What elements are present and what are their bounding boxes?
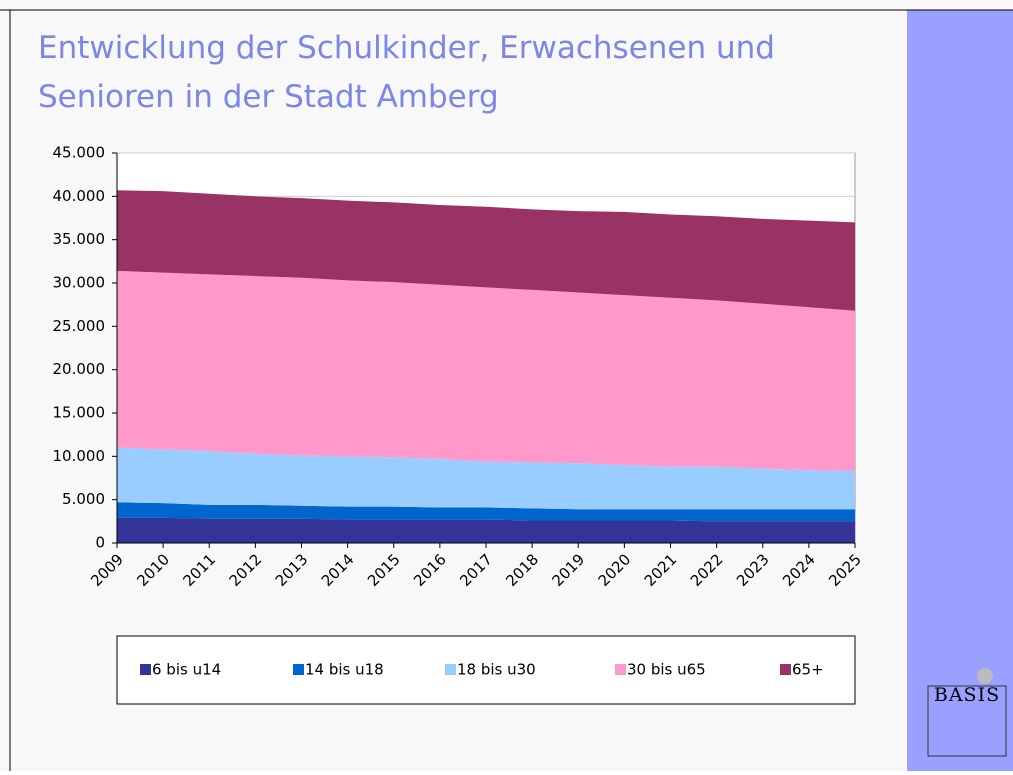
- chart-title: Senioren in der Stadt Amberg: [38, 79, 499, 115]
- y-tick-label: 25.000: [53, 317, 106, 335]
- legend-label: 6 bis u14: [152, 661, 221, 679]
- legend-label: 30 bis u65: [627, 661, 706, 679]
- area: [117, 190, 855, 311]
- legend-swatch: [615, 664, 626, 675]
- logo: BASIS: [934, 684, 1000, 706]
- logo-box: [927, 685, 1007, 757]
- legend-swatch: [140, 664, 151, 675]
- legend-label: 65+: [792, 661, 824, 679]
- side-panel: [907, 10, 1013, 771]
- y-tick-label: 45.000: [53, 144, 106, 162]
- legend-swatch: [445, 664, 456, 675]
- area: [117, 502, 855, 522]
- logo-dot: [977, 668, 993, 684]
- legend-swatch: [293, 664, 304, 675]
- area: [117, 517, 855, 543]
- area: [117, 270, 855, 472]
- y-tick-label: 10.000: [53, 447, 106, 465]
- chart-title: Entwicklung der Schulkinder, Erwachsenen…: [38, 30, 775, 66]
- y-tick-label: 40.000: [53, 187, 106, 205]
- y-tick-label: 0: [95, 534, 105, 552]
- y-tick-label: 20.000: [53, 360, 106, 378]
- legend-swatch: [780, 664, 791, 675]
- y-tick-label: 5.000: [62, 490, 105, 508]
- legend: [116, 635, 856, 705]
- y-tick-label: 35.000: [53, 230, 106, 248]
- y-tick-label: 15.000: [53, 404, 106, 422]
- y-tick-label: 30.000: [53, 274, 106, 292]
- legend-label: 18 bis u30: [457, 661, 536, 679]
- area: [117, 447, 855, 510]
- legend-label: 14 bis u18: [305, 661, 384, 679]
